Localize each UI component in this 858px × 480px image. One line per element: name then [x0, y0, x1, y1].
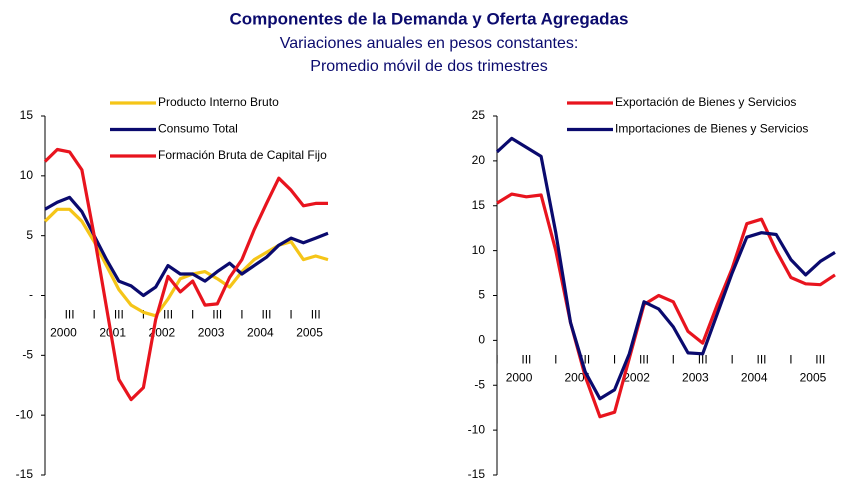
y-tick-label: 15: [20, 108, 34, 122]
x-tick-label: I: [240, 308, 243, 322]
x-tick-label: III: [261, 308, 271, 322]
x-group-label: 2005: [800, 371, 827, 385]
x-tick-label: I: [672, 353, 675, 367]
chart-subtitle: Promedio móvil de dos trimestres: [310, 58, 547, 75]
x-tick-label: III: [521, 353, 531, 367]
x-group-label: 2003: [682, 371, 709, 385]
x-group-label: 2005: [296, 326, 323, 340]
x-group-label: 2001: [99, 326, 126, 340]
x-tick-label: I: [93, 308, 96, 322]
series-line: [495, 136, 836, 401]
x-tick-label: I: [191, 308, 194, 322]
x-tick-label: III: [311, 308, 321, 322]
x-tick-label: I: [789, 353, 792, 367]
x-tick-label: III: [114, 308, 124, 322]
legend-label: Exportación de Bienes y Servicios: [615, 95, 796, 109]
y-tick-label: 5: [478, 288, 485, 302]
x-tick-label: I: [142, 308, 145, 322]
x-tick-label: III: [757, 353, 767, 367]
x-group-label: 2000: [50, 326, 77, 340]
y-tick-label: -10: [468, 422, 486, 436]
y-tick-label: -: [29, 288, 33, 302]
legend-label: Importaciones de Bienes y Servicios: [615, 122, 808, 136]
series-line: [44, 195, 329, 298]
x-tick-label: I: [43, 308, 46, 322]
x-tick-label: III: [698, 353, 708, 367]
x-tick-label: I: [289, 308, 292, 322]
y-tick-label: 15: [472, 198, 486, 212]
x-tick-label: III: [163, 308, 173, 322]
series-line: [496, 192, 836, 419]
y-tick-label: 5: [26, 228, 33, 242]
x-tick-label: I: [613, 353, 616, 367]
y-tick-label: 20: [472, 153, 486, 167]
x-group-label: 2002: [623, 371, 650, 385]
y-tick-label: -15: [468, 467, 486, 480]
y-tick-label: -5: [474, 377, 485, 391]
x-tick-label: III: [639, 353, 649, 367]
y-tick-label: 10: [20, 168, 34, 182]
chart-subtitle: Variaciones anuales en pesos constantes:: [280, 35, 579, 52]
x-tick-label: III: [815, 353, 825, 367]
y-tick-label: 25: [472, 108, 486, 122]
x-tick-label: I: [495, 353, 498, 367]
x-tick-label: I: [554, 353, 557, 367]
series-line: [43, 147, 328, 402]
x-group-label: 2004: [741, 371, 768, 385]
legend-label: Producto Interno Bruto: [158, 95, 279, 109]
y-tick-label: 0: [478, 333, 485, 347]
x-tick-label: I: [730, 353, 733, 367]
y-tick-label: -15: [16, 467, 34, 480]
legend-label: Formación Bruta de Capital Fijo: [158, 148, 327, 162]
legend-label: Consumo Total: [158, 122, 238, 136]
x-tick-label: III: [580, 353, 590, 367]
x-tick-label: III: [212, 308, 222, 322]
y-tick-label: -10: [16, 407, 34, 421]
x-group-label: 2000: [506, 371, 533, 385]
y-tick-label: 10: [472, 243, 486, 257]
x-tick-label: III: [65, 308, 75, 322]
y-tick-label: -5: [22, 348, 33, 362]
chart-title: Componentes de la Demanda y Oferta Agreg…: [230, 9, 629, 28]
x-group-label: 2003: [198, 326, 225, 340]
x-group-label: 2004: [247, 326, 274, 340]
